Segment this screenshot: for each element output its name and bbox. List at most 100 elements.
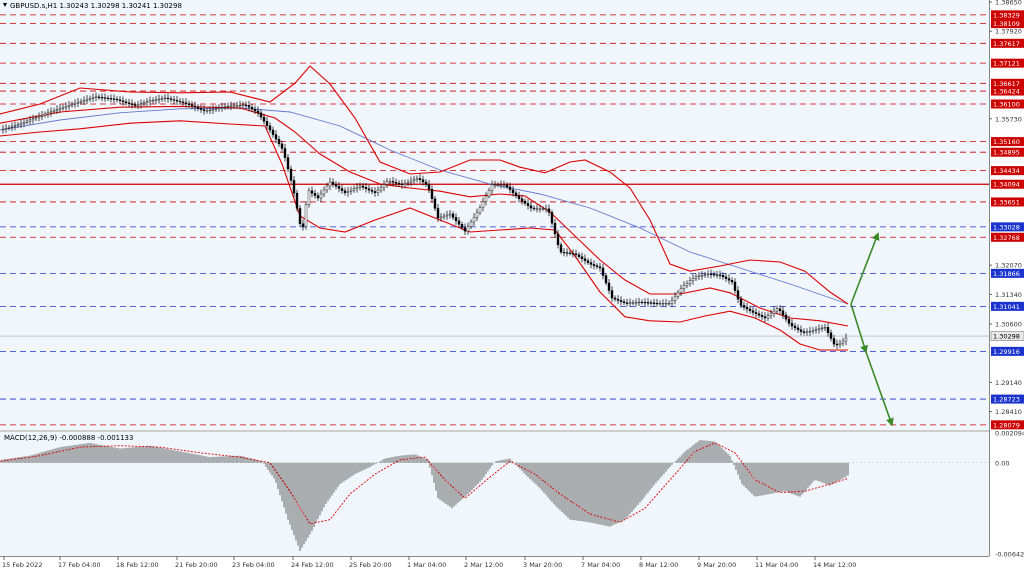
candle-body	[598, 266, 602, 269]
candle-body	[823, 327, 827, 329]
candle-body	[4, 128, 8, 130]
candle-body	[145, 101, 149, 103]
price-tick-label: 1.31340	[995, 291, 1022, 299]
candle-body	[289, 168, 293, 181]
candle-body	[412, 179, 416, 182]
candle-body	[652, 302, 656, 304]
candle-body	[229, 105, 233, 107]
candle-body	[367, 188, 371, 191]
candle-body	[844, 337, 848, 342]
candle-body	[268, 125, 272, 131]
candle-body	[76, 102, 80, 104]
candle-body	[355, 187, 359, 189]
candle-body	[808, 330, 812, 333]
candle-body	[628, 302, 632, 304]
time-tick-label: 18 Feb 12:00	[116, 561, 159, 569]
candle-body	[466, 226, 470, 232]
candle-body	[262, 116, 266, 122]
forecast-arrow	[850, 303, 868, 354]
level-tag-label: 1.31041	[993, 303, 1020, 311]
candle-body	[493, 184, 497, 186]
candle-body	[532, 207, 536, 210]
candle-body	[58, 108, 62, 110]
candle-body	[568, 252, 572, 254]
time-tick-label: 14 Mar 12:00	[813, 561, 856, 569]
candle-body	[835, 343, 839, 346]
level-tag-label: 1.38109	[993, 20, 1020, 28]
candle-body	[667, 303, 671, 305]
candle-body	[175, 100, 179, 102]
time-tick-label: 21 Feb 20:00	[175, 561, 218, 569]
candle-body	[13, 125, 17, 127]
candle-body	[331, 181, 335, 185]
candle-body	[472, 217, 476, 223]
candle-body	[730, 280, 734, 283]
candle-body	[394, 182, 398, 184]
candle-body	[106, 97, 110, 100]
time-tick-label: 25 Feb 20:00	[349, 561, 392, 569]
candle-body	[172, 99, 176, 101]
candle-body	[226, 105, 230, 108]
level-tag-label: 1.36424	[993, 88, 1020, 96]
candle-body	[442, 215, 446, 218]
price-tick-label: 1.35730	[995, 115, 1022, 123]
macd-tick-label: 0.00	[995, 459, 1009, 467]
candle-body	[448, 213, 452, 216]
candle-body	[715, 274, 719, 276]
main-plot-background	[0, 0, 989, 430]
candle-body	[829, 332, 833, 339]
candle-body	[253, 108, 257, 112]
forecast-arrow	[865, 351, 894, 427]
candle-body	[460, 224, 464, 228]
candle-body	[118, 99, 122, 101]
time-tick-label: 1 Mar 04:00	[407, 561, 446, 569]
forecast-arrows[interactable]	[850, 232, 894, 427]
candle-body	[376, 189, 380, 193]
candle-body	[148, 100, 152, 102]
level-tag	[991, 166, 1024, 176]
candle-body	[559, 244, 563, 253]
candle-body	[619, 300, 623, 302]
level-tag	[991, 78, 1024, 88]
candle-body	[607, 282, 611, 291]
level-tag	[991, 222, 1024, 232]
candle-body	[778, 308, 782, 311]
candle-body	[169, 98, 173, 100]
candle-body	[586, 260, 590, 263]
candle-body	[508, 186, 512, 191]
candle-body	[622, 301, 626, 304]
candle-body	[415, 178, 419, 180]
level-tag-label: 1.36100	[993, 101, 1020, 109]
candle-body	[166, 97, 170, 100]
candle-body	[25, 120, 29, 123]
candle-body	[316, 195, 320, 199]
candle-body	[343, 190, 347, 193]
symbol-title: GBPUSD.s,H1 1.30243 1.30298 1.30241 1.30…	[10, 2, 182, 10]
candle-body	[364, 187, 368, 189]
price-tick-label: 1.37920	[995, 28, 1022, 36]
time-tick-label: 9 Mar 20:00	[697, 561, 736, 569]
candle-body	[202, 109, 206, 111]
candle-body	[754, 312, 758, 315]
candle-body	[187, 103, 191, 105]
candle-body	[496, 184, 500, 186]
candle-body	[475, 212, 479, 218]
level-tag-label: 1.37617	[993, 40, 1020, 48]
symbol-dropdown-icon[interactable]	[3, 3, 7, 7]
level-tag-label: 1.34895	[993, 149, 1020, 157]
candle-body	[238, 104, 242, 107]
candle-body	[274, 134, 278, 140]
candle-body	[640, 301, 644, 304]
candle-body	[733, 281, 737, 291]
candle-body	[739, 298, 743, 306]
candle-body	[40, 114, 44, 117]
candle-body	[298, 208, 302, 224]
candle-body	[634, 302, 638, 304]
candle-body	[721, 275, 725, 278]
candle-body	[679, 288, 683, 293]
candle-body	[400, 183, 404, 185]
candle-body	[523, 200, 527, 204]
candle-body	[703, 274, 707, 276]
